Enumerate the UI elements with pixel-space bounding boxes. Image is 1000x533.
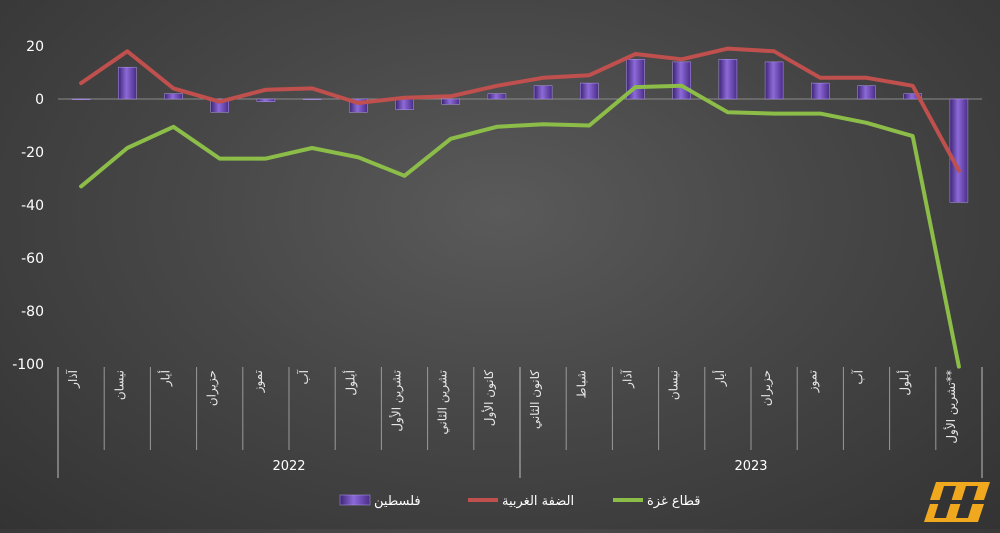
- axes-layer: [57, 98, 983, 478]
- x-tick-label: تشرين الثاني: [436, 370, 451, 435]
- y-tick-label: -20: [21, 145, 44, 161]
- x-tick-label: آب: [851, 369, 866, 384]
- x-tick-label: أيلول: [342, 370, 358, 396]
- x-tick-label: آب: [296, 369, 311, 384]
- x-tick-label: كانون الثاني: [528, 370, 543, 429]
- bar: [718, 59, 738, 100]
- legend-swatch: [339, 494, 371, 506]
- bar: [441, 98, 460, 105]
- y-tick-label: -60: [21, 251, 44, 267]
- bar: [764, 61, 784, 100]
- x-tick-label: تشرين الأول**: [943, 370, 959, 444]
- x-tick-label: أيار: [712, 370, 728, 387]
- bar: [949, 98, 969, 203]
- legend-label: الضفة الغربية: [502, 494, 574, 509]
- bar: [118, 66, 137, 100]
- series-line: [79, 46, 961, 173]
- bar: [811, 82, 830, 100]
- x-tick-label: تشرين الأول: [389, 370, 405, 432]
- labels-layer: 20 0 -20 -40 -60 -80 -100 2022 2023 آذار نيسان أيار…: [12, 39, 959, 474]
- bar: [256, 98, 276, 102]
- bar: [395, 98, 414, 110]
- x-tick-label: أيلول: [897, 370, 913, 396]
- bar: [533, 85, 553, 100]
- x-tick-label: تموز: [805, 370, 820, 393]
- bar: [903, 93, 922, 100]
- x-tick-label: حزيران: [759, 370, 774, 406]
- x-tick-label: آذار: [620, 369, 636, 388]
- lines-layer: [79, 46, 961, 369]
- bar: [672, 61, 691, 100]
- x-tick-label: حزيران: [205, 370, 220, 406]
- legend-label: فلسطين: [374, 494, 421, 509]
- x-tick-label: كانون الأول: [481, 370, 497, 427]
- x-tick-label: نيسان: [667, 370, 681, 400]
- x-tick-label: تموز: [251, 370, 266, 393]
- bar: [71, 98, 91, 100]
- x-tick-label: شباط: [574, 370, 588, 398]
- bar: [857, 85, 876, 100]
- legend: فلسطين الضفة الغربية قطاع غزة: [339, 494, 701, 509]
- y-tick-label: 0: [35, 92, 44, 108]
- series-line: [79, 83, 961, 369]
- y-tick-label: -80: [21, 304, 44, 320]
- y-tick-label: -100: [12, 357, 44, 373]
- logo: [924, 482, 990, 522]
- bar: [580, 82, 599, 100]
- legend-label: قطاع غزة: [647, 494, 701, 509]
- year-group-label: 2022: [272, 459, 305, 474]
- x-tick-label: أيار: [158, 370, 174, 387]
- x-tick-label: آذار: [65, 369, 81, 388]
- y-tick-label: 20: [26, 39, 44, 55]
- x-tick-label: نيسان: [112, 370, 126, 400]
- bar: [302, 98, 322, 100]
- year-group-label: 2023: [734, 459, 767, 474]
- bar: [164, 93, 183, 100]
- y-tick-label: -40: [21, 198, 44, 214]
- bar: [487, 93, 507, 100]
